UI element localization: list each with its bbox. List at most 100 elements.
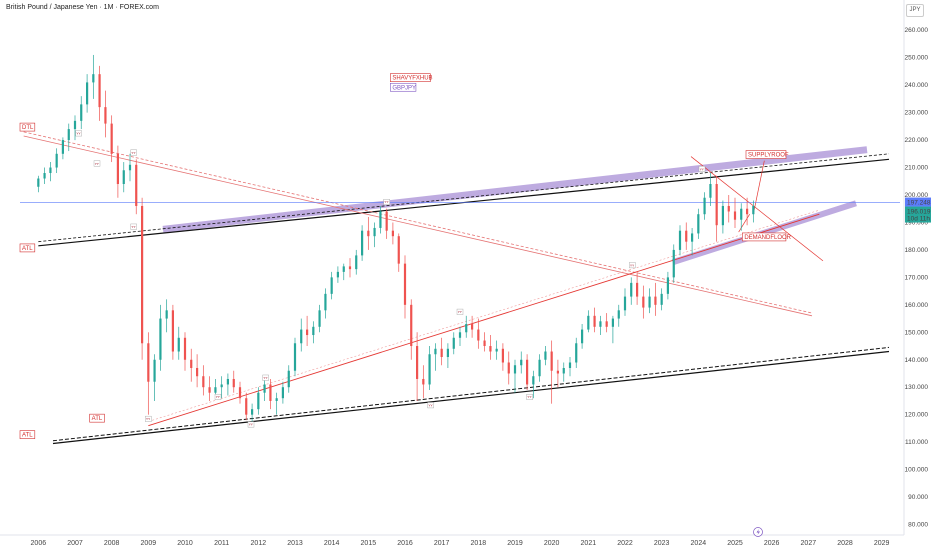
candle-body (636, 282, 639, 297)
candle-body (367, 230, 370, 237)
demandfloor-pointer (738, 214, 750, 233)
candle-body (165, 310, 168, 319)
atl-red-dashed (148, 209, 820, 422)
last-close-tag-bg (905, 197, 931, 207)
candle-body (361, 230, 364, 256)
candle-body (336, 271, 339, 278)
x-tick-label: 2016 (397, 540, 413, 547)
candle-body (403, 263, 407, 305)
candle-body (177, 337, 180, 352)
candle-body (275, 398, 278, 401)
candle-body (507, 362, 510, 374)
candle-body (489, 346, 492, 352)
candle-body (312, 326, 315, 336)
annotation-box (390, 82, 417, 92)
candle-body (458, 332, 462, 338)
candle-body (593, 315, 596, 327)
candle-body (428, 354, 431, 385)
candle-body (715, 184, 718, 226)
wave-mark: ʏʏ (458, 309, 463, 314)
candle-body (544, 351, 547, 360)
candle-body (269, 384, 272, 401)
annotation-label: SUPPLYROOF (748, 153, 789, 159)
wave-mark: ʏʏ (384, 199, 389, 204)
wave-mark: ʏʏ (700, 166, 705, 171)
candle-body (538, 359, 541, 377)
candle-body (116, 153, 119, 185)
x-tick-label: 2023 (654, 540, 670, 547)
x-tick-label: 2012 (251, 540, 267, 547)
wave-mark-box (698, 166, 706, 172)
candle-body (49, 167, 52, 174)
candle-body (61, 140, 64, 154)
candle-body (202, 376, 205, 388)
candle-body (709, 184, 712, 198)
supplyroof-pointer (752, 160, 765, 215)
candle-body (605, 321, 608, 327)
candle-body (73, 120, 77, 130)
lower-trendline-dashed (52, 346, 890, 442)
candle-body (452, 337, 455, 349)
wave-mark-box (383, 199, 390, 205)
candle-body (37, 178, 40, 187)
wave-mark: ʏʏ (428, 402, 433, 407)
wave-mark: ʏʏ (216, 394, 221, 399)
candle-body (43, 173, 46, 179)
annotation-box (390, 73, 431, 82)
annotation-box (19, 122, 36, 132)
wave-mark-box (526, 393, 533, 400)
x-tick-label: 2013 (287, 540, 303, 547)
y-tick-label: 220.000 (905, 137, 929, 144)
y-tick-label: 260.000 (905, 27, 929, 34)
candle-body (501, 348, 504, 363)
candle-body (556, 370, 559, 374)
candle-body (532, 376, 535, 385)
y-tick-label: 130.000 (905, 384, 929, 391)
candle-body (226, 378, 229, 385)
wave-mark-box (75, 130, 82, 137)
wave-mark-box (145, 415, 152, 422)
currency-button[interactable]: JPY (906, 4, 924, 17)
candle-body (568, 362, 572, 368)
candle-body (245, 398, 248, 415)
candle-body (196, 367, 199, 377)
candle-body (440, 348, 443, 358)
candle-body (520, 359, 523, 366)
lightning-icon-glyph (756, 529, 760, 535)
candle-body (98, 74, 101, 108)
x-tick-label: 2015 (361, 540, 377, 547)
atl-red (148, 213, 820, 427)
candle-body (135, 164, 138, 206)
candle-body (379, 211, 382, 228)
candle-body (672, 249, 675, 278)
wave-mark-box (456, 308, 464, 315)
y-tick-label: 230.000 (905, 110, 929, 117)
x-tick-label: 2007 (67, 540, 83, 547)
supply-band (162, 146, 868, 233)
candle-body (746, 208, 749, 215)
wave-mark: ʏʏ (263, 375, 268, 380)
candle-body (513, 365, 517, 374)
x-tick-label: 2018 (471, 540, 487, 547)
candle-body (300, 329, 303, 344)
candle-body (422, 378, 425, 385)
candle-body (183, 337, 187, 360)
wave-mark-box (214, 393, 222, 400)
candle-body (623, 296, 627, 311)
x-tick-label: 2026 (764, 540, 780, 547)
x-tick-label: 2028 (837, 540, 853, 547)
annotation-label: GBPJPY (392, 85, 416, 91)
steep-descending-line (690, 156, 824, 262)
y-tick-label: 80.000 (908, 522, 928, 529)
dtl-solid (23, 135, 813, 317)
candle-body (232, 378, 235, 388)
x-tick-label: 2009 (141, 540, 157, 547)
wave-mark-box (93, 160, 101, 167)
y-tick-label: 90.000 (908, 494, 928, 501)
candle-body (703, 197, 706, 215)
candle-body (630, 282, 633, 297)
candle-body (190, 359, 193, 368)
wave-mark: ʏʏ (249, 422, 254, 427)
wave-mark-box (629, 262, 636, 269)
